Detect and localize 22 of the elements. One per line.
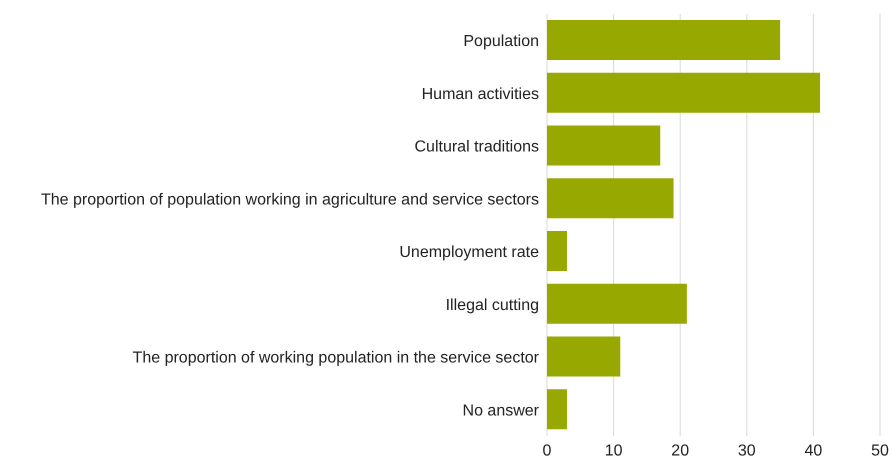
bar (547, 389, 567, 430)
y-tick-label: No answer (462, 402, 540, 420)
x-tick-label: 20 (671, 442, 690, 460)
bar (547, 126, 660, 166)
x-tick-label: 10 (604, 442, 623, 460)
y-tick-label: Cultural traditions (414, 138, 539, 156)
bar (547, 231, 567, 271)
x-tick-label: 0 (542, 442, 552, 460)
x-tick-label: 40 (804, 442, 822, 460)
bar (547, 284, 687, 324)
bar (547, 336, 620, 376)
y-tick-label: Population (463, 33, 539, 50)
bar (547, 178, 674, 218)
bar (547, 20, 780, 60)
y-tick-label: Human activities (422, 86, 539, 103)
y-tick-label: Illegal cutting (446, 296, 539, 314)
bar (547, 72, 820, 113)
x-tick-label: 50 (871, 442, 889, 460)
x-tick-label: 30 (738, 442, 756, 460)
y-tick-label: Unemployment rate (399, 244, 540, 262)
y-tick-label: The proportion of population working in agriculture and service sectors (40, 191, 539, 208)
y-tick-label: The proportion of working population in the service sector (132, 350, 540, 367)
